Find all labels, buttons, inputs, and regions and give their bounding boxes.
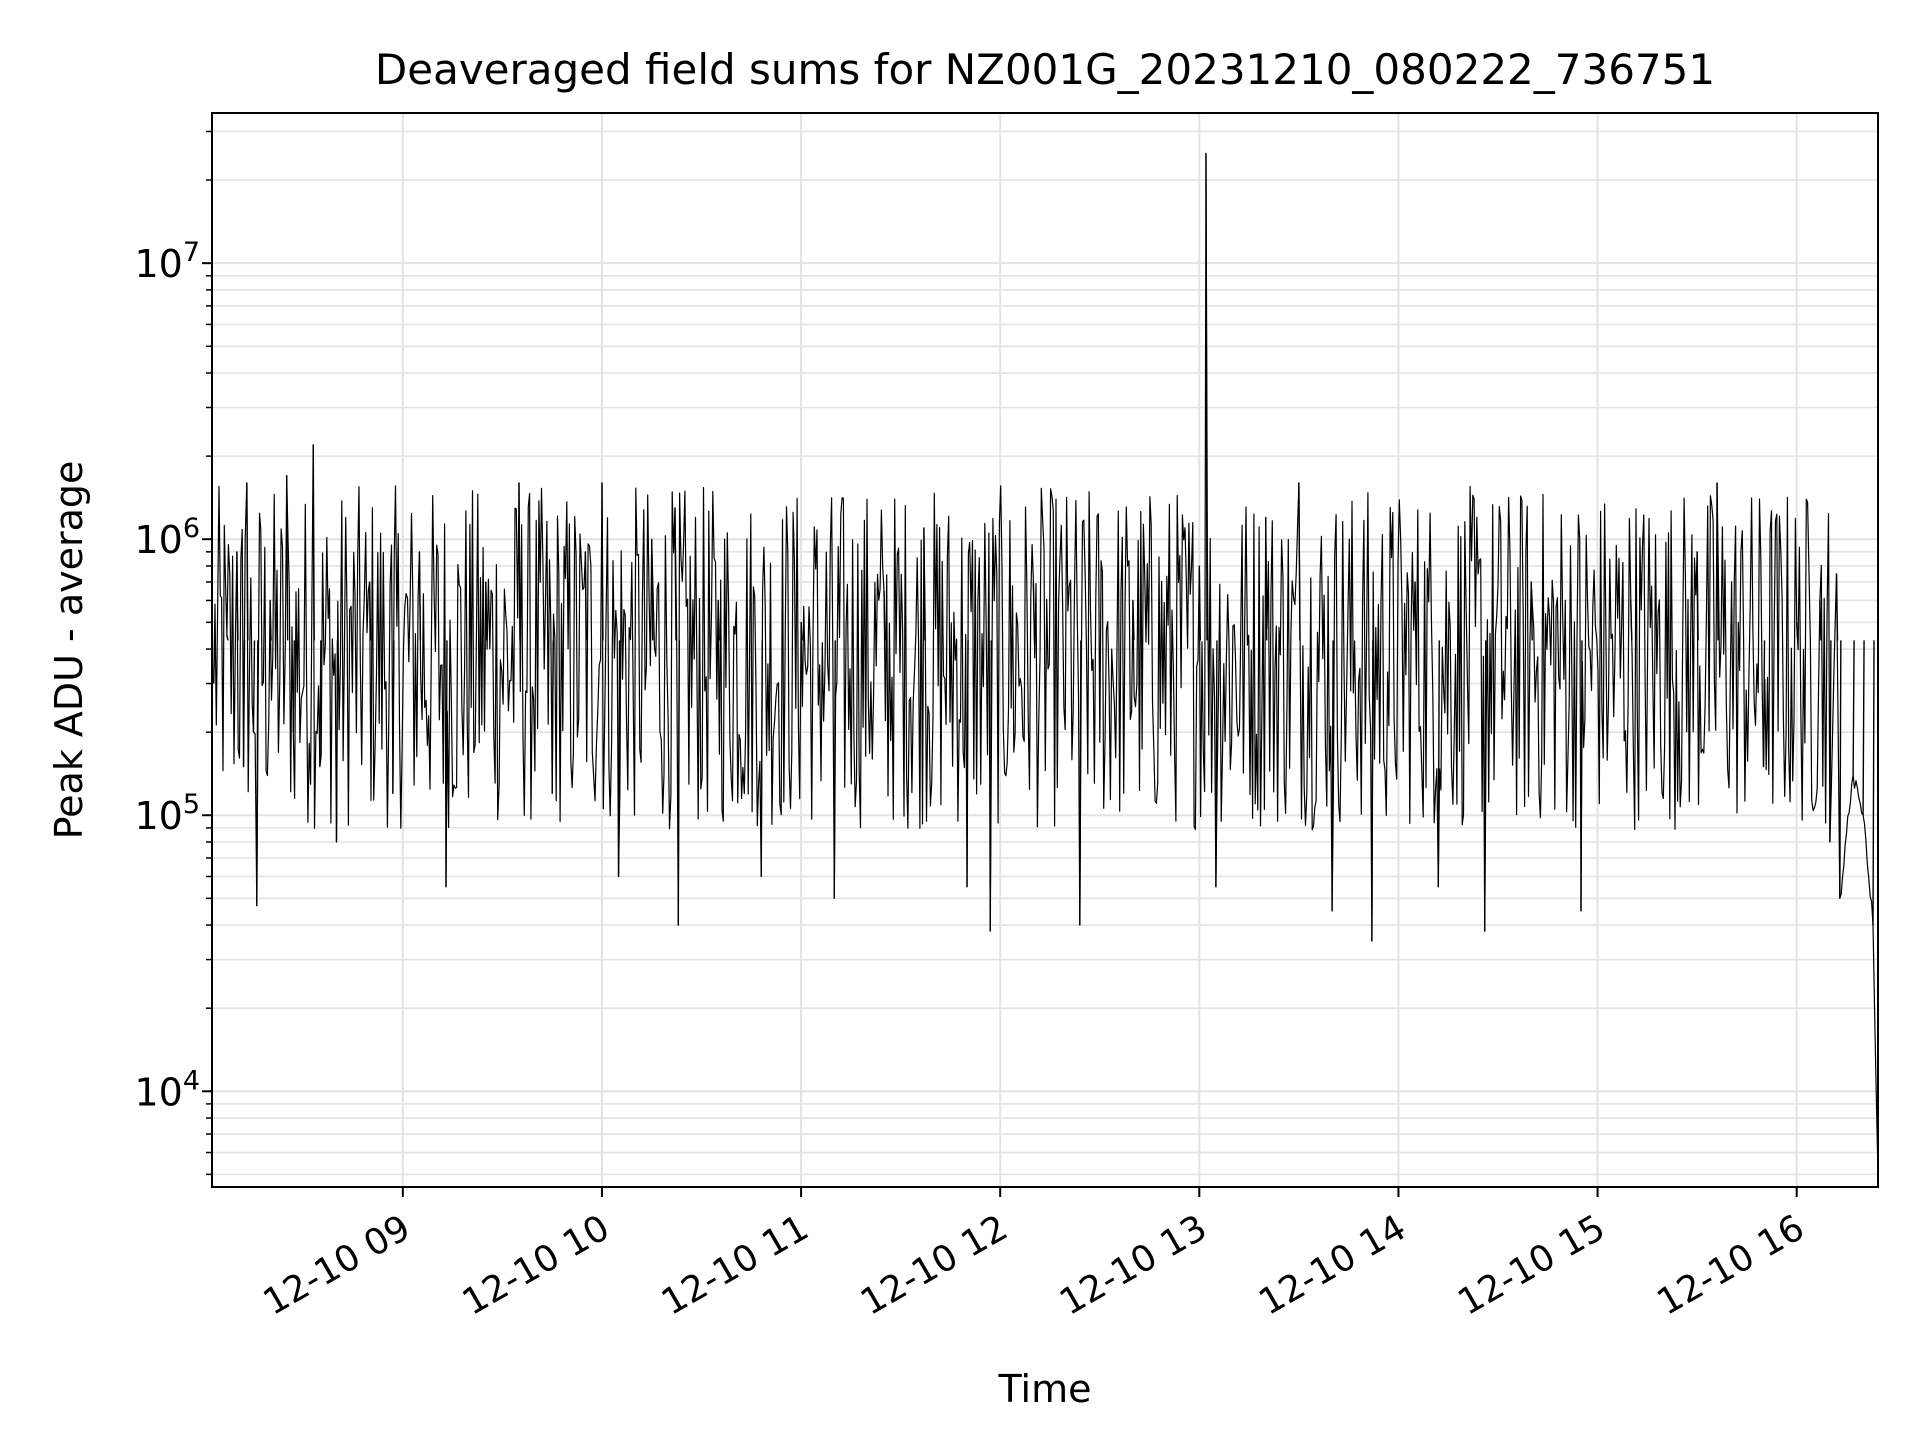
series-point bbox=[717, 600, 720, 641]
series-point bbox=[1264, 517, 1268, 641]
series-point bbox=[584, 551, 588, 641]
series-point bbox=[285, 475, 289, 641]
series-point bbox=[335, 640, 339, 842]
series-point bbox=[674, 507, 677, 641]
series-point bbox=[212, 640, 216, 684]
series-point bbox=[989, 640, 992, 932]
series-point bbox=[1414, 581, 1417, 641]
series-point bbox=[1819, 600, 1822, 641]
y-tick-label-base: 10 bbox=[134, 794, 182, 838]
series-point bbox=[1215, 640, 1218, 887]
series-point bbox=[1371, 640, 1374, 942]
series-point bbox=[1862, 640, 1865, 816]
series-point bbox=[256, 640, 259, 906]
y-tick-label: 104 bbox=[134, 1065, 200, 1114]
y-tick-label-exponent: 5 bbox=[183, 789, 200, 820]
series-point bbox=[551, 640, 554, 794]
y-tick-label-base: 10 bbox=[134, 1070, 182, 1114]
y-tick-label: 105 bbox=[134, 789, 200, 838]
series-point bbox=[800, 622, 803, 641]
series-point bbox=[368, 581, 372, 641]
series-point bbox=[1530, 581, 1533, 641]
series-point bbox=[246, 482, 249, 641]
series-point bbox=[485, 581, 488, 641]
series-point bbox=[1852, 640, 1855, 775]
series-point bbox=[518, 482, 521, 641]
series-point bbox=[1696, 551, 1699, 641]
series-point bbox=[1872, 640, 1875, 926]
y-tick-label-exponent: 6 bbox=[183, 513, 200, 544]
series-point bbox=[1839, 640, 1842, 899]
series-point bbox=[319, 640, 322, 767]
series-point bbox=[1132, 600, 1135, 641]
data-layer bbox=[212, 152, 1878, 1175]
series-point bbox=[1829, 640, 1832, 842]
y-tick-label-exponent: 7 bbox=[183, 237, 200, 268]
series-line bbox=[213, 152, 1878, 1175]
series-point bbox=[1580, 640, 1583, 911]
series-point bbox=[292, 640, 296, 733]
series-point bbox=[312, 444, 315, 641]
series-point bbox=[1298, 482, 1301, 641]
y-tick-label-base: 10 bbox=[134, 518, 182, 562]
series-point bbox=[252, 640, 256, 733]
series-point bbox=[1032, 581, 1036, 641]
y-tick-label-exponent: 4 bbox=[183, 1065, 200, 1096]
series-point bbox=[1331, 640, 1334, 911]
series-point bbox=[242, 640, 246, 767]
series-point bbox=[883, 590, 886, 641]
series-point bbox=[617, 640, 621, 877]
plot-frame bbox=[211, 112, 1879, 1188]
series-point bbox=[677, 640, 680, 926]
series-point bbox=[1437, 640, 1440, 887]
chart-title: Deaveraged field sums for NZ001G_2023121… bbox=[375, 45, 1715, 94]
series-point bbox=[1205, 153, 1208, 641]
series-point bbox=[601, 482, 604, 641]
series-point bbox=[418, 551, 422, 641]
series-point bbox=[651, 539, 654, 641]
series-point bbox=[966, 640, 969, 887]
series-point bbox=[1630, 600, 1633, 641]
y-axis-label: Peak ADU - average bbox=[47, 461, 91, 840]
series-point bbox=[1795, 622, 1799, 641]
series-point bbox=[833, 640, 836, 899]
y-tick-label: 107 bbox=[134, 237, 200, 286]
series-point bbox=[923, 527, 926, 641]
series-point bbox=[760, 640, 763, 877]
series-point bbox=[269, 600, 272, 641]
series-point bbox=[1835, 573, 1839, 641]
series-point bbox=[1079, 640, 1082, 926]
y-tick-label-base: 10 bbox=[134, 242, 182, 286]
series-point bbox=[1198, 565, 1202, 641]
y-tick-label: 106 bbox=[134, 513, 200, 562]
series-point bbox=[1716, 482, 1719, 641]
series-point bbox=[236, 551, 239, 641]
series-point bbox=[1762, 640, 1766, 767]
series-point bbox=[445, 640, 448, 887]
series-point bbox=[1484, 640, 1487, 932]
series-point bbox=[226, 634, 229, 641]
series-point bbox=[392, 640, 395, 794]
x-axis-label: Time bbox=[998, 1367, 1092, 1411]
